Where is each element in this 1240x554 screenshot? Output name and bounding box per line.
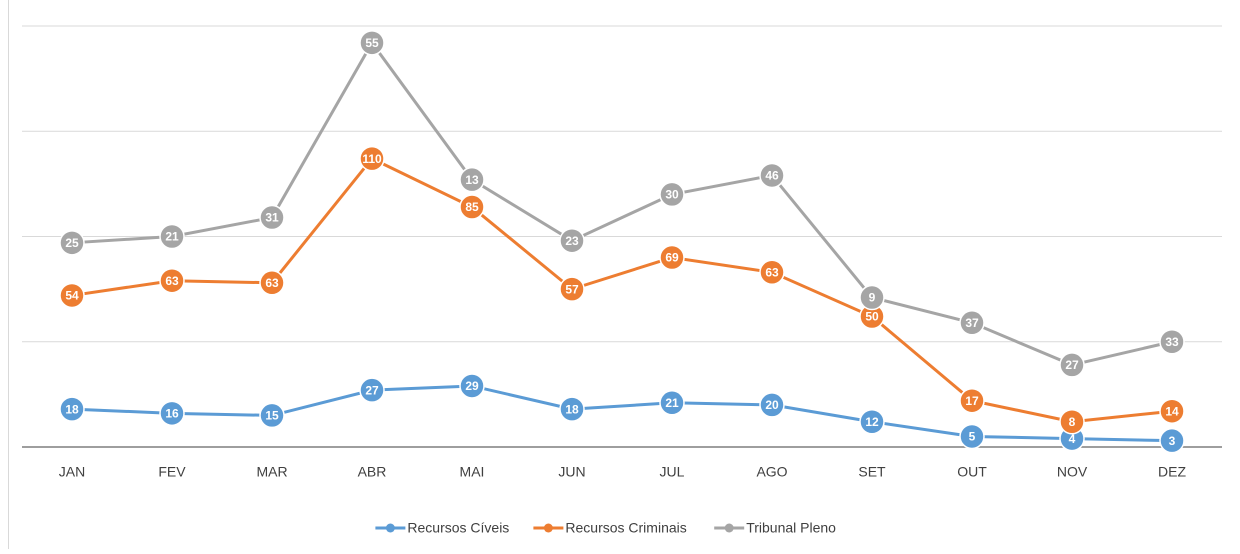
data-label: 29 bbox=[465, 379, 479, 393]
point-marker bbox=[259, 270, 285, 296]
data-label: 21 bbox=[665, 396, 679, 410]
data-label: 23 bbox=[565, 234, 579, 248]
point-marker bbox=[359, 30, 385, 56]
point-marker bbox=[559, 396, 585, 422]
legend-label: Tribunal Pleno bbox=[746, 520, 836, 536]
data-label: 9 bbox=[869, 291, 876, 305]
point-marker bbox=[1159, 427, 1185, 454]
x-tick-label: SET bbox=[858, 464, 886, 480]
x-tick-label: JUN bbox=[558, 464, 585, 480]
data-label: 50 bbox=[865, 310, 879, 324]
x-tick-label: MAR bbox=[256, 464, 287, 480]
data-label: 27 bbox=[365, 383, 379, 397]
data-label: 63 bbox=[765, 265, 779, 279]
data-label: 18 bbox=[65, 402, 79, 416]
point-marker bbox=[1159, 329, 1185, 355]
point-marker bbox=[159, 267, 185, 294]
data-label: 3 bbox=[1169, 434, 1176, 448]
legend-marker bbox=[543, 523, 553, 533]
point-marker bbox=[359, 145, 385, 172]
x-tick-label: JAN bbox=[59, 464, 85, 480]
point-marker bbox=[1059, 352, 1085, 378]
legend-label: Recursos Cíveis bbox=[407, 520, 509, 536]
data-label: 8 bbox=[1069, 415, 1076, 429]
data-label: 46 bbox=[765, 169, 779, 183]
point-marker bbox=[159, 400, 185, 427]
x-tick-label: MAI bbox=[460, 464, 485, 480]
x-tick-label: AGO bbox=[756, 464, 787, 480]
x-tick-label: DEZ bbox=[1158, 464, 1186, 480]
point-marker bbox=[459, 166, 485, 193]
point-marker bbox=[759, 259, 785, 286]
data-label: 55 bbox=[365, 36, 379, 50]
data-label: 14 bbox=[1165, 404, 1179, 418]
point-marker bbox=[59, 230, 85, 256]
point-marker bbox=[59, 282, 85, 309]
data-label: 110 bbox=[362, 152, 382, 166]
point-marker bbox=[459, 194, 485, 220]
point-marker bbox=[759, 162, 785, 189]
data-label: 17 bbox=[965, 394, 979, 408]
point-marker bbox=[959, 423, 985, 450]
point-marker bbox=[959, 387, 985, 414]
legend-marker bbox=[724, 523, 734, 533]
point-marker bbox=[259, 402, 285, 429]
point-marker bbox=[859, 284, 885, 311]
data-label: 37 bbox=[965, 316, 979, 330]
data-label: 30 bbox=[665, 188, 679, 202]
x-tick-label: NOV bbox=[1057, 464, 1088, 480]
data-label: 21 bbox=[165, 230, 179, 244]
series-line bbox=[71, 156, 1173, 424]
x-tick-label: JUL bbox=[660, 464, 685, 480]
point-marker bbox=[259, 204, 285, 231]
data-label: 63 bbox=[165, 274, 179, 288]
data-label: 31 bbox=[265, 211, 279, 225]
point-marker bbox=[659, 390, 685, 416]
point-marker bbox=[659, 181, 685, 208]
data-label: 12 bbox=[865, 415, 879, 429]
data-label: 20 bbox=[765, 398, 779, 412]
data-label: 16 bbox=[165, 406, 179, 420]
data-label: 15 bbox=[265, 409, 279, 423]
point-marker bbox=[559, 276, 585, 302]
data-label: 5 bbox=[969, 430, 976, 444]
point-marker bbox=[59, 396, 85, 422]
point-marker bbox=[159, 223, 185, 250]
point-marker bbox=[859, 408, 885, 435]
legend-marker bbox=[385, 523, 395, 533]
point-marker bbox=[659, 244, 685, 271]
point-marker bbox=[559, 227, 585, 254]
data-label: 85 bbox=[465, 200, 479, 214]
series-line bbox=[71, 40, 1173, 367]
point-marker bbox=[359, 377, 385, 403]
x-tick-label: FEV bbox=[158, 464, 186, 480]
series-line bbox=[71, 384, 1173, 443]
point-marker bbox=[1159, 398, 1185, 424]
point-marker bbox=[959, 310, 985, 336]
data-label: 54 bbox=[65, 289, 79, 303]
data-label: 33 bbox=[1165, 335, 1179, 349]
legend-label: Recursos Criminais bbox=[565, 520, 686, 536]
data-label: 18 bbox=[565, 402, 579, 416]
x-tick-label: OUT bbox=[957, 464, 987, 480]
data-label: 57 bbox=[565, 282, 579, 296]
point-marker bbox=[459, 373, 485, 399]
data-label: 13 bbox=[465, 173, 479, 187]
point-marker bbox=[1059, 408, 1085, 435]
data-label: 4 bbox=[1069, 432, 1076, 446]
data-label: 27 bbox=[1065, 358, 1079, 372]
x-tick-label: ABR bbox=[358, 464, 387, 480]
data-label: 25 bbox=[65, 236, 79, 250]
data-label: 63 bbox=[265, 276, 279, 290]
point-marker bbox=[759, 392, 785, 418]
data-label: 69 bbox=[665, 251, 679, 265]
